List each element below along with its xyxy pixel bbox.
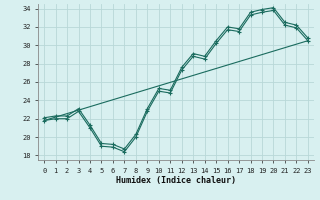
X-axis label: Humidex (Indice chaleur): Humidex (Indice chaleur) (116, 176, 236, 185)
